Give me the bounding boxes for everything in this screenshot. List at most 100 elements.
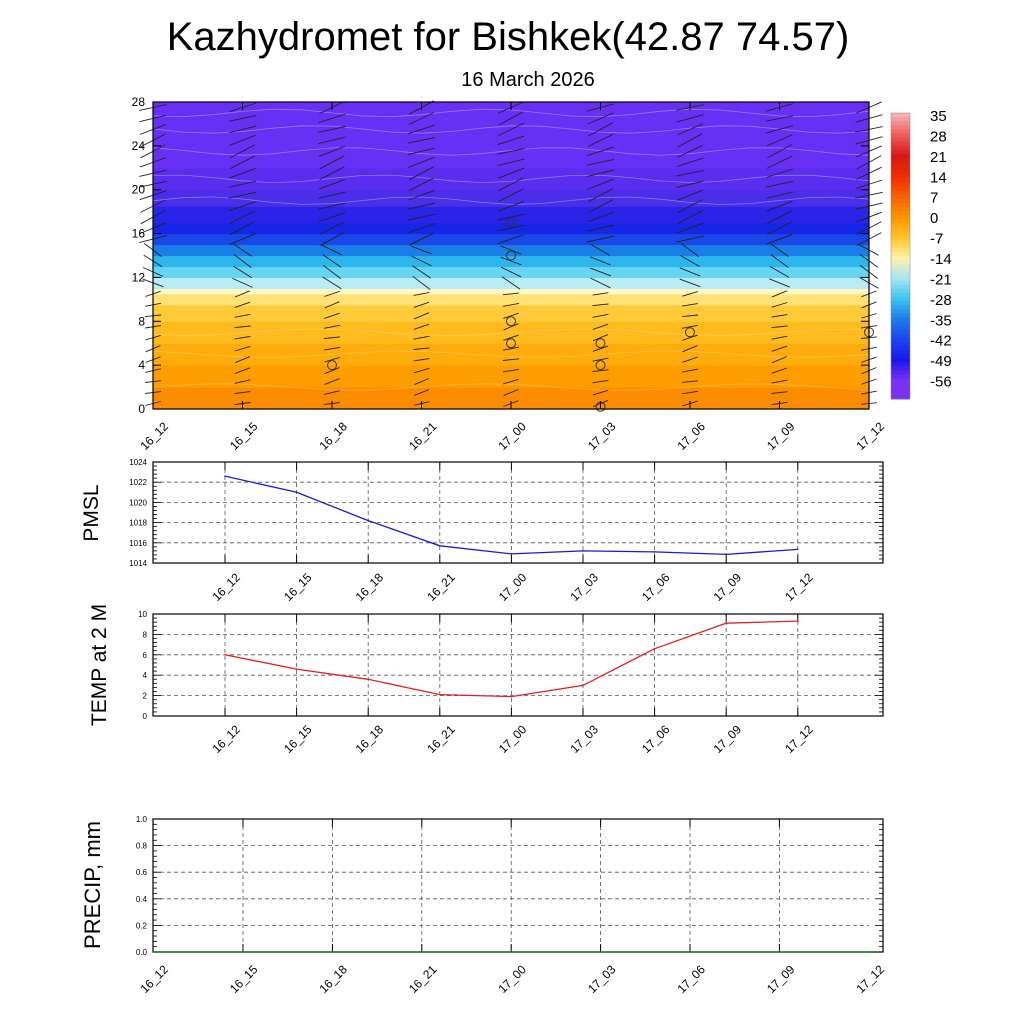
wind-barb [324,356,340,363]
wind-barb [766,155,793,169]
wind-barb [318,126,346,133]
temperature-band-2 [153,343,869,366]
x-tick-label: 16_18 [353,570,387,604]
figure-title: Kazhydromet for Bishkek(42.87 74.57) [167,15,850,59]
wind-barb [498,111,524,126]
wind-barb [324,324,340,329]
x-tick-label: 17_12 [853,419,887,453]
temperature-band-16 [153,102,869,169]
wind-barb [324,290,340,297]
wind-barb-column-3 [407,100,436,406]
wind-barb [229,233,256,245]
colorbar-label: -21 [930,271,952,288]
wind-barb [234,345,251,352]
temp-data-point [295,668,298,670]
pmsl-data-point [510,553,513,555]
wind-barb [771,290,788,298]
x-tick-label: 17_06 [674,962,708,996]
wind-barb [497,167,525,179]
wind-barb [318,145,346,157]
wind-barb [408,124,435,135]
temp-chart: 0 2 4 6 8 10 16_12 16_15 16_18 16_21 17_00 17_03 17_… [88,604,884,756]
temperature-band-15 [153,167,869,191]
temp-axis-title: TEMP at 2 M [88,604,111,726]
wind-barb [497,213,525,221]
wind-barb [408,111,435,125]
wind-barb [500,245,522,255]
colorbar-swatch [891,211,910,216]
wind-barb [766,168,793,178]
colorbar-swatch [891,358,910,363]
x-tick-label: 17_00 [496,722,530,756]
y-tick-label: 28 [132,95,146,109]
wind-barb [680,255,700,267]
colorbar-swatch [891,296,910,302]
wind-barb [676,189,704,201]
x-tick-label: 16_21 [406,419,440,453]
wind-barb [590,267,611,277]
colorbar-swatch [891,133,910,139]
wind-barb [769,266,790,278]
wind-barb [592,369,609,372]
x-tick-label: 16_15 [227,962,261,996]
temp-data-point [367,678,370,681]
colorbar-swatch [891,174,910,179]
colorbar-label: -56 [930,374,952,391]
wind-barb [592,303,609,307]
wind-barb [677,133,703,148]
wind-barb [682,303,698,307]
wind-barb [232,277,253,288]
wind-barb [592,389,609,396]
temperature-band-14 [153,189,869,207]
precip-frame [152,818,884,953]
colorbar-swatch [891,113,910,118]
temp-data-point [653,647,656,650]
wind-barb [587,146,614,157]
pmsl-data-point [295,491,298,494]
y-tick-label: 0 [138,402,145,416]
colorbar-label: -28 [930,292,952,309]
wind-barb [234,336,251,340]
y-tick-label: 16 [132,227,146,241]
colorbar-swatch [891,223,910,228]
wind-barb [413,323,430,330]
y-tick-label: 4 [138,358,145,372]
colorbar-swatch [891,137,910,143]
colorbar-label: 0 [930,210,938,227]
colorbar-swatch [891,333,910,339]
wind-barb [586,169,615,177]
wind-barb [677,144,703,158]
colorbar-swatch [891,276,910,282]
colorbar-swatch [891,284,910,290]
wind-barb [497,224,525,232]
x-tick-label: 17_06 [639,722,673,756]
wind-barb [771,345,788,352]
colorbar-swatch [891,321,910,326]
colorbar-swatch [891,129,910,134]
wind-barb [765,180,794,188]
wind-barb [321,244,343,256]
wind-barb [771,314,788,318]
wind-barb [319,155,345,170]
wind-barb [766,210,793,225]
wind-barb [586,235,615,243]
wind-barb [234,301,251,308]
wind-barb [407,137,436,144]
wind-barb [413,389,430,396]
wind-barb [497,234,525,245]
wind-barb [586,158,615,166]
wind-barb [408,166,435,181]
x-tick-label: 17_03 [567,570,601,604]
wind-barb [411,255,432,267]
wind-barb [234,367,251,374]
wind-barb [587,188,614,203]
wind-barb [319,232,345,247]
wind-barb [498,188,524,202]
temperature-band-4 [153,304,869,322]
wind-barb [682,390,698,395]
y-tick-label: 0.4 [136,895,148,904]
wind-barb [503,323,519,331]
wind-barb [592,323,609,330]
calm-wind-marker-4 [506,338,516,349]
wind-barb [412,275,431,290]
